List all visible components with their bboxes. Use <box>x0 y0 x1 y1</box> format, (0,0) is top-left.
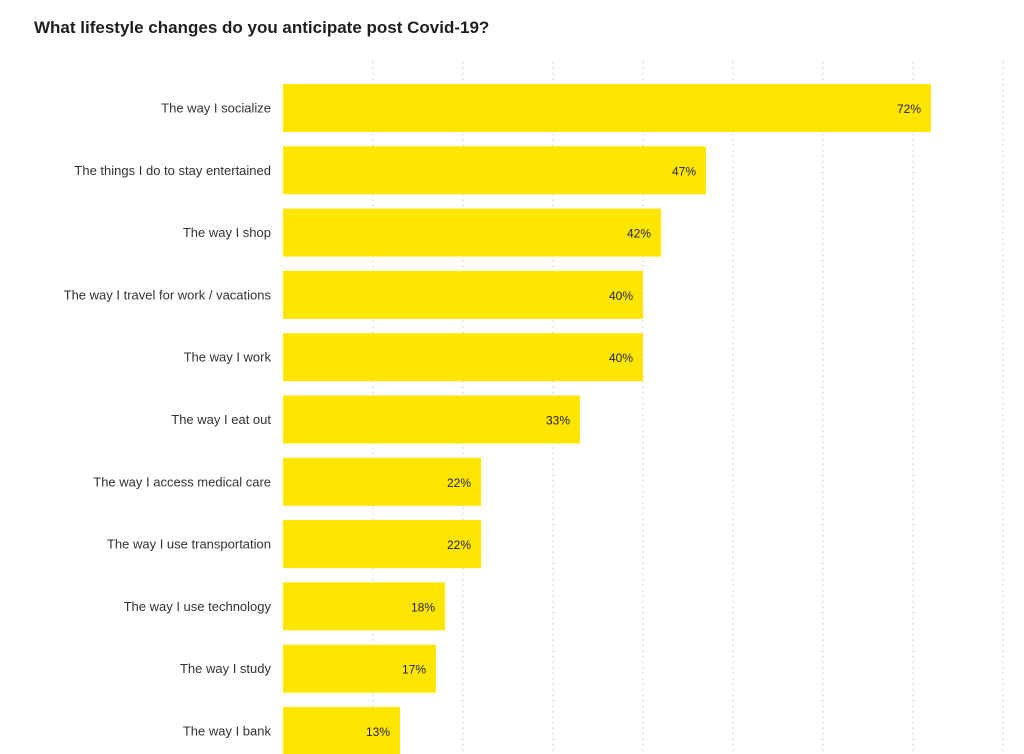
category-label: The way I access medical care <box>93 474 271 489</box>
value-label: 40% <box>609 351 633 365</box>
value-label: 42% <box>627 227 651 241</box>
bar <box>283 270 643 319</box>
value-label: 18% <box>411 600 435 614</box>
category-label: The way I bank <box>183 724 272 739</box>
category-label: The way I study <box>180 661 272 676</box>
bar <box>283 208 661 257</box>
bar <box>283 520 481 569</box>
bar <box>283 395 580 444</box>
category-label: The way I socialize <box>161 101 271 116</box>
value-label: 33% <box>546 414 570 428</box>
category-label: The way I travel for work / vacations <box>64 287 272 302</box>
value-label: 13% <box>366 725 390 739</box>
bar <box>283 457 481 506</box>
category-label: The way I eat out <box>171 412 271 427</box>
category-label: The things I do to stay entertained <box>74 163 271 178</box>
category-label: The way I use transportation <box>107 537 271 552</box>
chart-title: What lifestyle changes do you anticipate… <box>34 18 490 37</box>
bar <box>283 644 436 693</box>
bar <box>283 84 931 132</box>
value-label: 22% <box>447 538 471 552</box>
bar <box>283 582 445 631</box>
value-label: 72% <box>897 102 921 116</box>
value-label: 17% <box>402 663 426 677</box>
value-label: 22% <box>447 476 471 490</box>
value-label: 47% <box>672 164 696 178</box>
category-label: The way I shop <box>183 225 271 240</box>
value-label: 40% <box>609 289 633 303</box>
bar <box>283 333 643 382</box>
bar <box>283 146 706 195</box>
category-label: The way I work <box>184 350 272 365</box>
bar <box>283 707 400 754</box>
category-label: The way I use technology <box>124 599 272 614</box>
